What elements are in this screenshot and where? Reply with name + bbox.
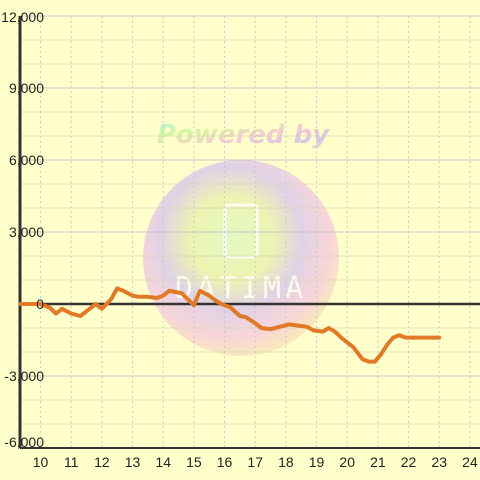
watermark: Powered by DATIMA xyxy=(143,120,339,356)
x-tick-label: 17 xyxy=(247,454,263,470)
tick-labels: 12,000 9,000 6,000 3,000 0 -3,000 -6,000 10 11 12… xyxy=(1,9,478,470)
series-line-0 xyxy=(18,286,442,364)
y-tick-label: 9,000 xyxy=(9,80,44,96)
y-tick-label: 3,000 xyxy=(9,224,44,240)
y-tick-label: 12,000 xyxy=(1,9,44,25)
x-tick-label: 14 xyxy=(155,454,171,470)
y-tick-label: -6,000 xyxy=(4,434,44,450)
x-tick-label: 10 xyxy=(33,454,49,470)
x-tick-label: 13 xyxy=(125,454,141,470)
x-tick-label: 23 xyxy=(431,454,447,470)
y-tick-label: 6,000 xyxy=(9,152,44,168)
x-tick-label: 15 xyxy=(186,454,202,470)
series-layer xyxy=(18,286,442,364)
watermark-text: Powered by xyxy=(157,120,330,150)
x-tick-label: 18 xyxy=(278,454,294,470)
y-tick-label: 0 xyxy=(36,296,44,312)
x-tick-label: 19 xyxy=(309,454,325,470)
x-tick-label: 16 xyxy=(217,454,233,470)
x-tick-label: 20 xyxy=(339,454,355,470)
x-tick-label: 12 xyxy=(94,454,110,470)
x-tick-label: 11 xyxy=(64,454,79,470)
y-tick-label: -3,000 xyxy=(4,368,44,384)
x-tick-label: 22 xyxy=(401,454,417,470)
x-tick-label: 21 xyxy=(370,454,386,470)
x-tick-label: 24 xyxy=(462,454,478,470)
grid xyxy=(20,15,480,449)
